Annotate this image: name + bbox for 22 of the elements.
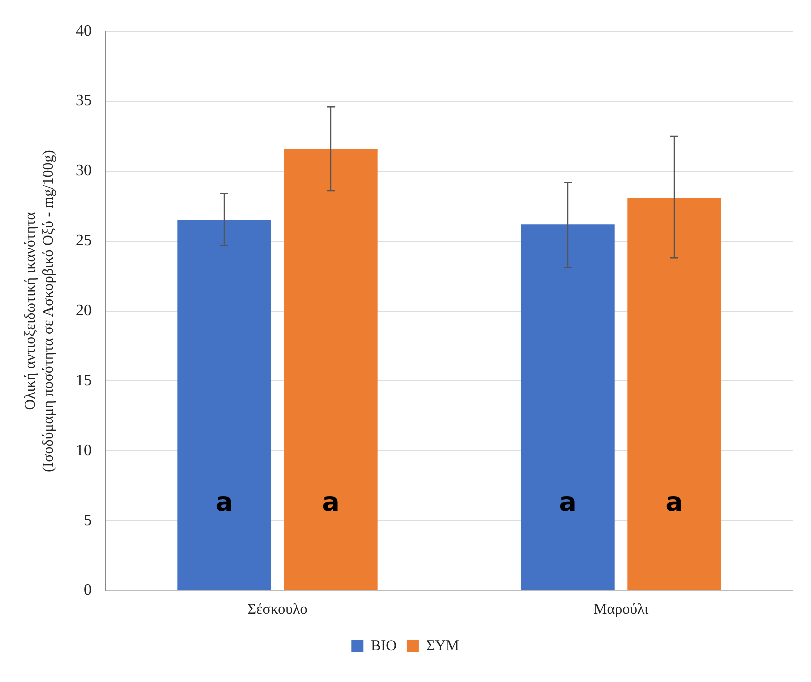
bar (628, 198, 722, 590)
legend-label: ΣΥΜ (426, 638, 460, 654)
bar (178, 220, 272, 590)
y-tick-label: 35 (76, 92, 92, 110)
y-tick-label: 15 (76, 372, 92, 390)
annotation: a (216, 488, 234, 518)
y-axis-title: Ολική αντιοξειδωτική ικανότητα (Ισοδύμαμη ποσότητα σε Ασκορβικό Οξύ - mg/100g) (22, 150, 57, 472)
y-tick-label: 10 (76, 442, 92, 460)
y-tick-label: 40 (76, 22, 92, 40)
annotation: a (559, 488, 577, 518)
bar (521, 224, 615, 590)
y-tick-label: 30 (76, 162, 92, 180)
annotation: a (666, 488, 684, 518)
bar (284, 149, 378, 590)
x-tick-label: Σέσκουλο (248, 602, 308, 618)
annotation: a (322, 488, 340, 518)
y-tick-label: 0 (84, 582, 92, 600)
legend-label: ΒΙΟ (371, 638, 398, 654)
y-tick-label: 5 (84, 512, 92, 530)
x-tick-label: Μαρούλι (594, 602, 649, 618)
y-tick-label: 25 (76, 232, 92, 250)
y-tick-label: 20 (76, 302, 92, 320)
